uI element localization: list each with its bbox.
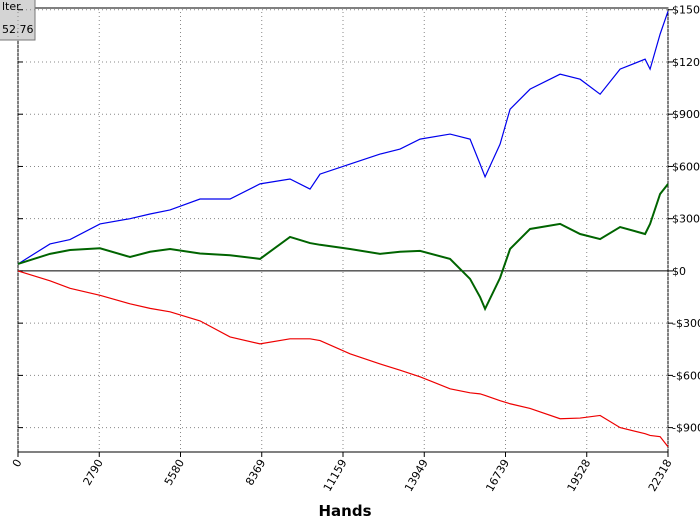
overlay-value: 52.76 bbox=[2, 23, 34, 36]
series-line bbox=[17, 11, 669, 265]
x-tick-label: 8369 bbox=[243, 457, 268, 488]
x-tick-label: 0 bbox=[10, 457, 25, 470]
x-tick-label: 11159 bbox=[321, 457, 350, 494]
x-tick-label: 5580 bbox=[162, 457, 187, 488]
y-tick-label: -$300 bbox=[672, 317, 700, 330]
series-line bbox=[17, 183, 669, 312]
x-tick-label: 22318 bbox=[646, 457, 675, 494]
x-tick-label: 16739 bbox=[483, 457, 512, 494]
y-tick-label: -$600 bbox=[672, 369, 700, 382]
plot-frame bbox=[17, 7, 669, 453]
y-tick-label: $900 bbox=[672, 108, 700, 121]
y-tick-label: $1200 bbox=[672, 56, 700, 69]
y-tick-label: -$900 bbox=[672, 422, 700, 435]
y-tick-label: $1500 bbox=[672, 4, 700, 17]
x-axis-title: Hands bbox=[318, 502, 371, 520]
x-tick-label: 19528 bbox=[565, 457, 594, 494]
overlay-title: lter bbox=[2, 0, 21, 13]
x-tick-label: 2790 bbox=[81, 457, 106, 488]
y-tick-label: $300 bbox=[672, 213, 700, 226]
y-tick-label: $0 bbox=[672, 265, 686, 278]
x-tick-label: 13949 bbox=[402, 457, 431, 494]
series-line bbox=[17, 270, 669, 448]
y-tick-label: $600 bbox=[672, 160, 700, 173]
